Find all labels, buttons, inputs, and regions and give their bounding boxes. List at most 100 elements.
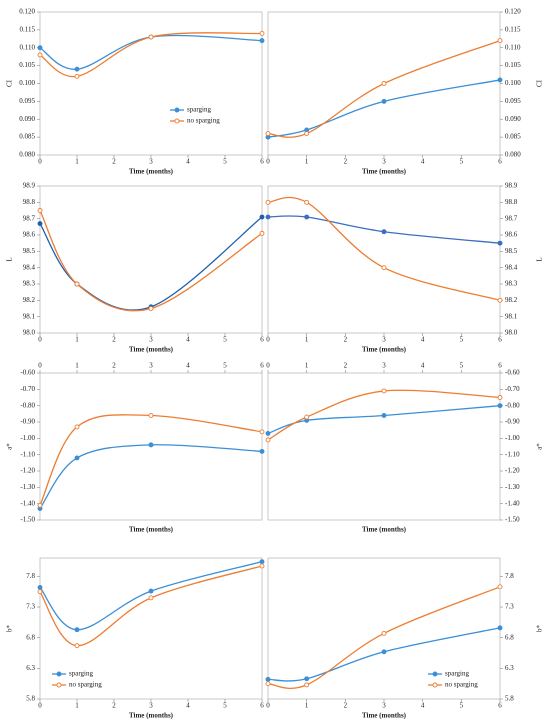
- x-tick-label: 2: [344, 158, 348, 166]
- x-tick-label: 3: [149, 702, 153, 710]
- y-tick-label: 0.080: [505, 151, 521, 159]
- x-tick-label: 6: [260, 702, 264, 710]
- y-tick-label: 98.2: [23, 296, 36, 304]
- x-tick-label: 5: [223, 158, 227, 166]
- data-point: [37, 52, 43, 58]
- y-tick-label: 7.3: [26, 603, 35, 611]
- y-tick-label: 0.115: [505, 25, 521, 33]
- y-axis-title: L: [536, 257, 544, 261]
- y-tick-label: 98.5: [23, 247, 36, 255]
- y-tick-label: 5.8: [26, 695, 35, 703]
- y-tick-label: 0.090: [19, 115, 35, 123]
- data-point: [265, 676, 271, 682]
- data-point: [381, 413, 387, 418]
- data-point: [37, 221, 43, 227]
- x-axis-title: Time (months): [129, 526, 174, 534]
- data-point: [265, 214, 271, 220]
- y-tick-label: 6.8: [26, 633, 35, 641]
- x-tick-label: 2: [344, 336, 348, 344]
- y-tick-label: 7.3: [505, 603, 514, 611]
- data-point: [259, 214, 265, 220]
- x-tick-label: 1: [305, 362, 309, 370]
- x-tick-label: 5: [223, 702, 227, 710]
- x-axis-title: Time (months): [129, 712, 174, 720]
- data-point: [148, 442, 154, 448]
- data-point: [497, 403, 503, 409]
- x-tick-label: 6: [498, 158, 502, 166]
- series-line: [267, 389, 501, 441]
- legend-marker: [432, 671, 438, 677]
- data-point: [265, 131, 271, 137]
- x-tick-label: 1: [305, 158, 309, 166]
- x-tick-label: 0: [266, 336, 270, 344]
- x-axis-title: Time (months): [129, 346, 174, 354]
- y-tick-label: 6.3: [505, 664, 514, 672]
- panel: -1.50 -1.40 -1.30 -1.20 -1.10 -1.00 -0.90 -0.80…: [6, 362, 265, 534]
- y-tick-label: 98.4: [23, 263, 36, 271]
- y-tick-label: 0.105: [505, 61, 521, 69]
- y-tick-label: 6.3: [26, 664, 35, 672]
- series-line: [267, 586, 501, 689]
- x-tick-label: 5: [223, 362, 227, 370]
- data-point: [497, 38, 503, 44]
- x-tick-label: 1: [75, 158, 79, 166]
- data-point: [148, 595, 154, 601]
- y-tick-label: 5.8: [505, 695, 514, 703]
- y-tick-label: -1.20: [20, 467, 35, 475]
- x-tick-label: 4: [186, 362, 190, 370]
- y-axis-title: b*: [536, 625, 544, 633]
- x-tick-label: 3: [382, 158, 386, 166]
- data-point: [37, 589, 43, 595]
- y-tick-label: 98.6: [23, 231, 36, 239]
- panel: 0.080 0.085 0.090 0.095 0.100 0.105 0.110 0.115…: [265, 8, 544, 176]
- data-point: [381, 229, 387, 235]
- y-tick-label: -1.30: [505, 483, 520, 491]
- y-tick-label: 0.085: [19, 133, 35, 141]
- y-tick-label: -0.60: [20, 369, 35, 377]
- x-tick-label: 2: [112, 158, 116, 166]
- x-tick-label: 3: [382, 336, 386, 344]
- y-tick-label: 98.1: [23, 312, 36, 320]
- series-line: [39, 561, 263, 631]
- data-point: [265, 199, 271, 205]
- x-tick-label: 3: [149, 336, 153, 344]
- legend-marker: [56, 682, 62, 688]
- legend-marker: [174, 118, 180, 124]
- data-point: [304, 682, 310, 688]
- data-point: [304, 414, 310, 420]
- y-tick-label: -1.20: [505, 467, 520, 475]
- x-tick-label: 5: [460, 336, 464, 344]
- x-tick-label: 1: [75, 702, 79, 710]
- x-tick-label: 0: [38, 336, 42, 344]
- series-line: [39, 34, 263, 70]
- x-axis-title: Time (months): [362, 712, 407, 720]
- data-point: [497, 625, 503, 631]
- data-point: [74, 424, 80, 430]
- y-tick-label: -0.60: [505, 369, 520, 377]
- data-point: [497, 240, 503, 246]
- legend-marker: [56, 671, 62, 677]
- y-tick-label: 98.6: [505, 231, 518, 239]
- x-tick-label: 6: [260, 362, 264, 370]
- x-tick-label: 1: [75, 362, 79, 370]
- legend-label: no sparging: [187, 117, 220, 125]
- y-tick-label: 98.7: [505, 214, 518, 222]
- plot-frame: [267, 185, 501, 334]
- data-point: [497, 297, 503, 303]
- y-tick-label: -0.70: [20, 385, 35, 393]
- data-point: [304, 676, 310, 682]
- data-point: [497, 395, 503, 400]
- x-tick-label: 4: [186, 336, 190, 344]
- x-tick-label: 5: [223, 336, 227, 344]
- legend-marker: [432, 682, 438, 688]
- x-tick-label: 3: [149, 362, 153, 370]
- data-point: [381, 388, 387, 394]
- y-tick-label: 0.100: [19, 79, 35, 87]
- y-tick-label: -1.00: [20, 434, 35, 442]
- x-tick-label: 0: [266, 158, 270, 166]
- y-tick-label: -0.70: [505, 385, 520, 393]
- panel: 98.0 98.1 98.2 98.3 98.4 98.5 98.6 98.7 98.8 98.9…: [6, 182, 265, 354]
- y-tick-label: -1.40: [505, 499, 520, 507]
- panel: 5.8 6.3 6.8 7.3 7.8 0 1 2 3 4 5 6 Time (months) b* spa…: [265, 557, 544, 720]
- x-tick-label: 5: [460, 702, 464, 710]
